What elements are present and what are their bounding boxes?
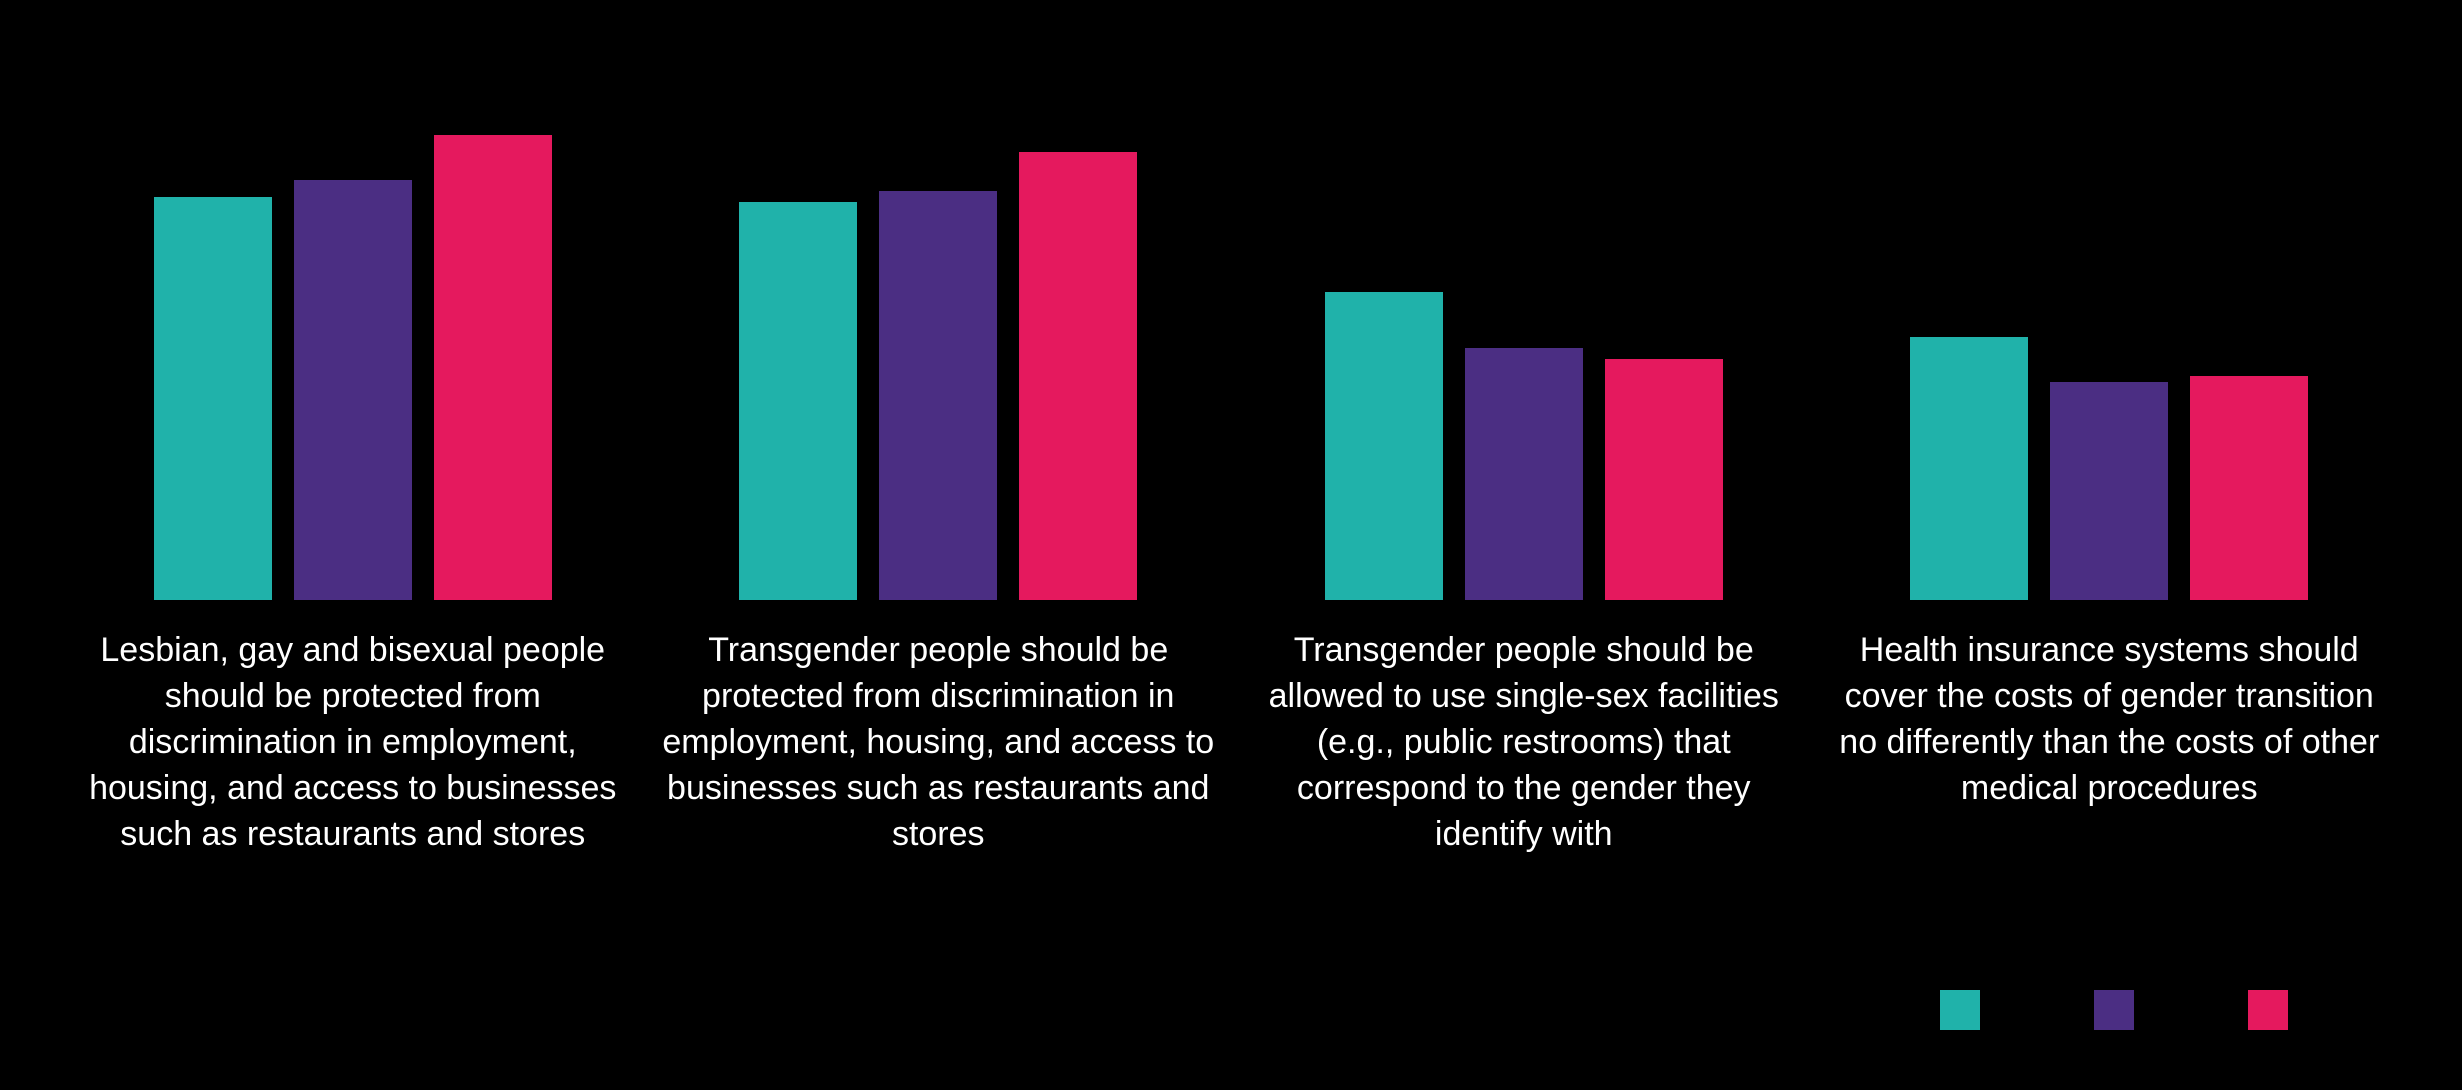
legend-swatch [1940, 990, 1980, 1030]
legend-swatch [2094, 990, 2134, 1030]
bar [1910, 337, 2028, 600]
legend-swatch [2248, 990, 2288, 1030]
legend-item [2248, 990, 2302, 1030]
bar-cluster [739, 40, 1137, 600]
bar [154, 197, 272, 600]
bar [739, 202, 857, 600]
bar [1605, 359, 1723, 600]
category-label: Transgender people should be protected f… [658, 628, 1218, 857]
chart-group: Lesbian, gay and bisexual people should … [60, 40, 646, 857]
bar [2050, 382, 2168, 600]
bar [1465, 348, 1583, 600]
category-label: Lesbian, gay and bisexual people should … [73, 628, 633, 857]
bar [294, 180, 412, 600]
category-label: Transgender people should be allowed to … [1244, 628, 1804, 857]
legend-item [2094, 990, 2148, 1030]
chart-group: Transgender people should be allowed to … [1231, 40, 1817, 857]
bar [879, 191, 997, 600]
bar-cluster [1910, 40, 2308, 600]
chart-group: Health insurance systems should cover th… [1817, 40, 2403, 857]
category-label: Health insurance systems should cover th… [1829, 628, 2389, 812]
bar-cluster [1325, 40, 1723, 600]
legend [1940, 990, 2302, 1030]
bar [1019, 152, 1137, 600]
bar-chart: Lesbian, gay and bisexual people should … [60, 40, 2402, 857]
bar [2190, 376, 2308, 600]
legend-item [1940, 990, 1994, 1030]
bar-cluster [154, 40, 552, 600]
chart-group: Transgender people should be protected f… [646, 40, 1232, 857]
bar [1325, 292, 1443, 600]
bar [434, 135, 552, 600]
